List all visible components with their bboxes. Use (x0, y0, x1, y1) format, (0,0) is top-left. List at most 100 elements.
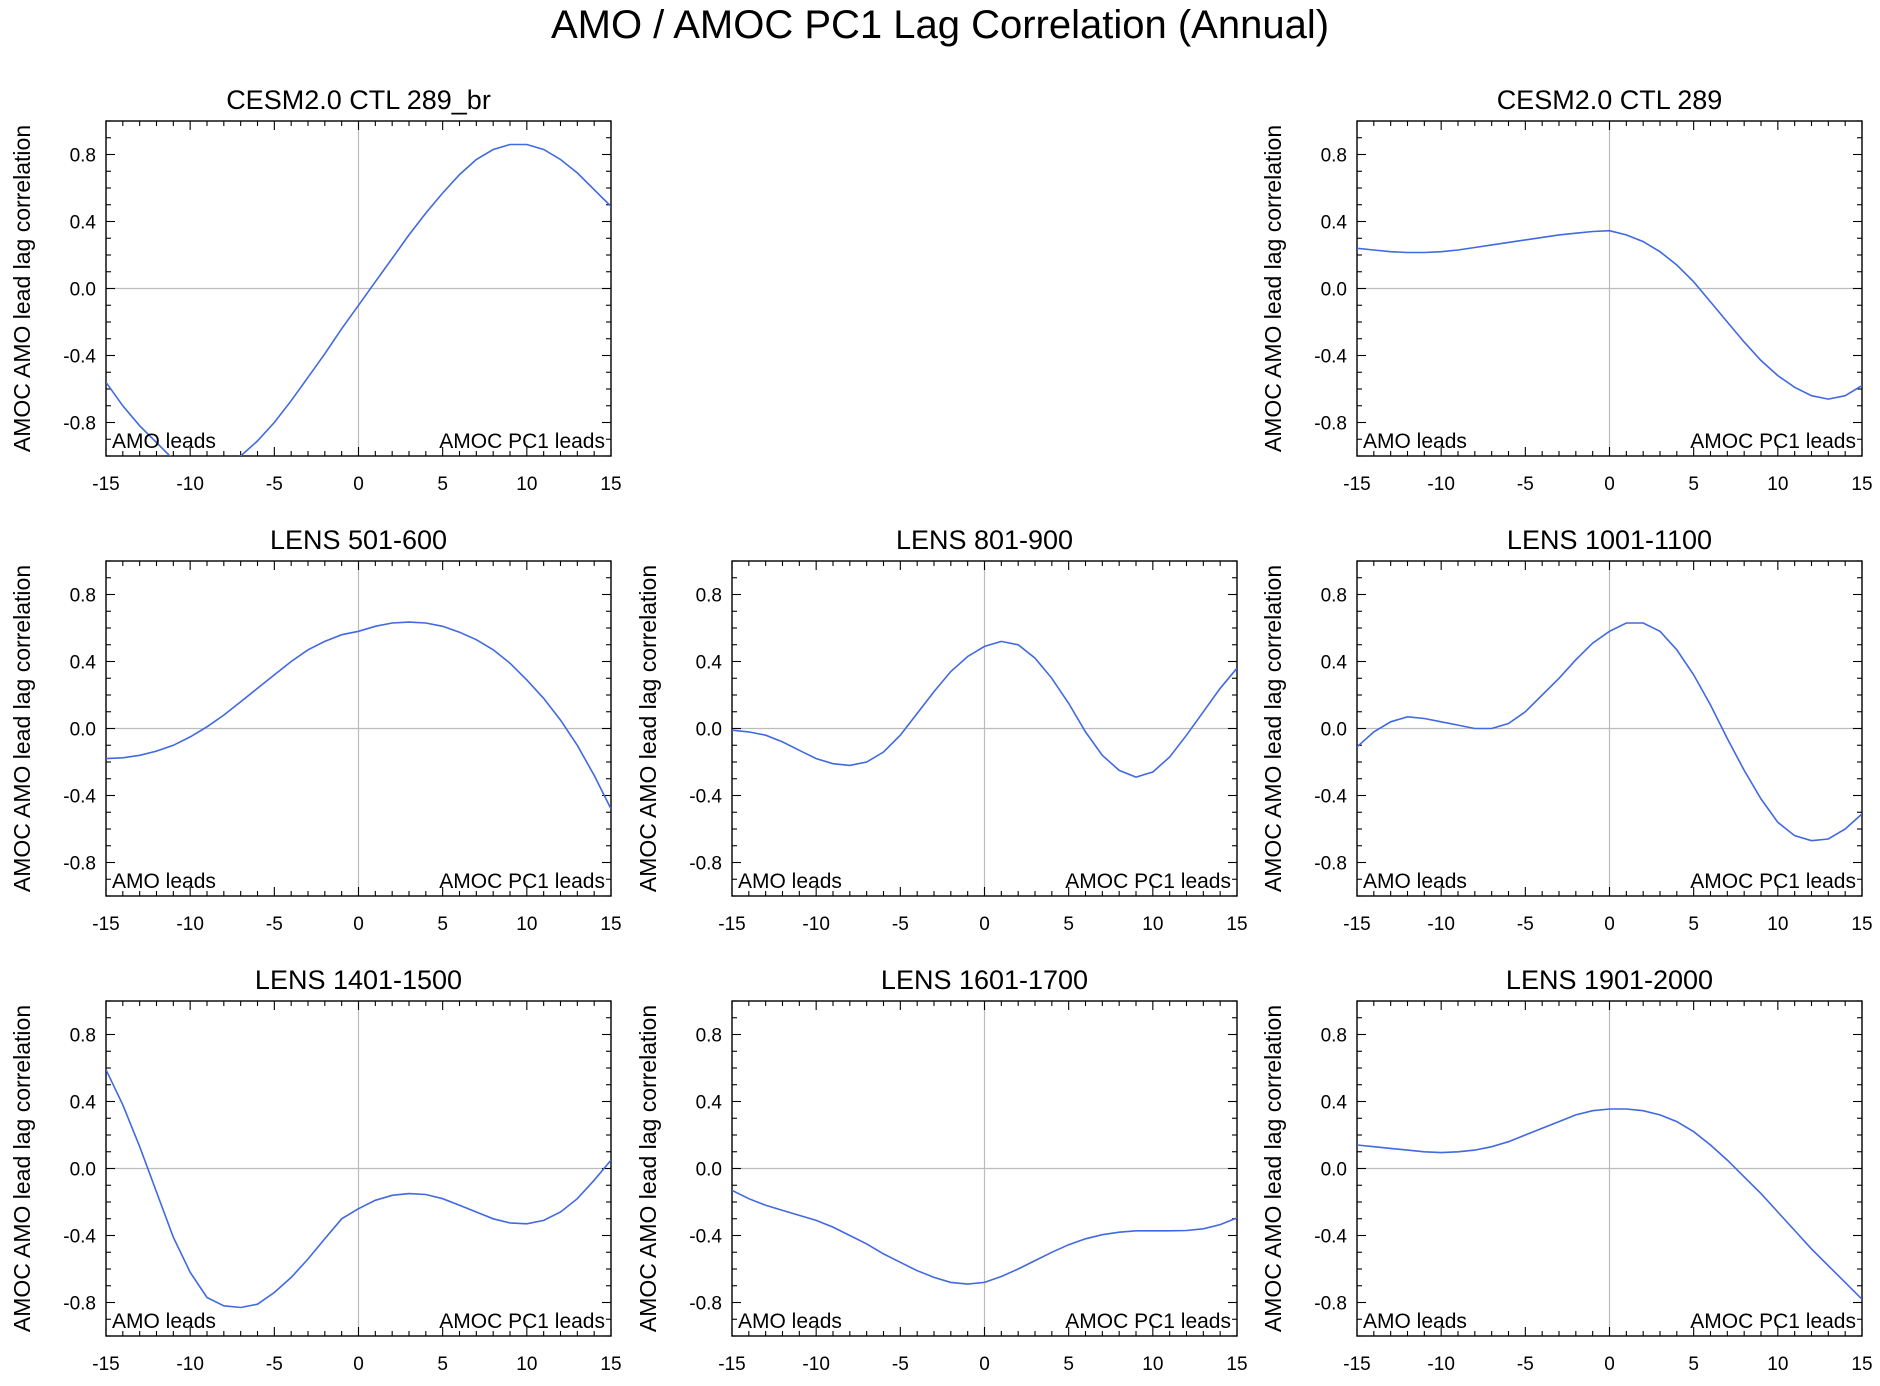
panel-6-ytick-label: 0.0 (70, 1160, 96, 1181)
panel-4-title: LENS 801-900 (896, 525, 1073, 555)
panel-8-xtick-label: -15 (1343, 1354, 1370, 1375)
panel-8-left-annotation: AMO leads (1363, 1310, 1467, 1333)
panel-4-ytick-label: 0.8 (696, 586, 722, 607)
panel-8-xtick-label: 0 (1604, 1354, 1615, 1375)
panel-6-xtick-label: 10 (516, 1354, 537, 1375)
panel-8: -15 -10 -5 0 5 10 15 -0.8 -0.4 0.0 0.4 0.8 AMOC AMO … (1260, 965, 1873, 1375)
panel-2-series-line (1357, 229, 1862, 400)
panel-2-ytick-label: 0.8 (1321, 146, 1347, 167)
panel-5-ytick-label: 0.4 (1321, 653, 1348, 674)
panel-6-ylabel: AMOC AMO lead lag correlation (9, 1005, 35, 1332)
panel-1-ytick-label: 0.8 (70, 146, 96, 167)
panel-6-xtick-label: 0 (353, 1354, 364, 1375)
panel-5-title: LENS 1001-1100 (1507, 525, 1712, 555)
panel-5-xtick-label: 10 (1767, 914, 1788, 935)
panel-3-xtick-label: -15 (92, 914, 119, 935)
panel-6-ytick-label: -0.4 (63, 1227, 96, 1248)
panel-1-title: CESM2.0 CTL 289_br (226, 85, 491, 115)
panel-4-ytick-label: 0.4 (696, 653, 723, 674)
panel-5-series-line (1357, 622, 1862, 842)
panel-5-xtick-label: 0 (1604, 914, 1615, 935)
panels-layer: -15 -10 -5 0 5 10 15 -0.8 -0.4 0.0 0.4 0.8 AMOC AMO … (9, 85, 1873, 1375)
panel-7-ytick-label: 0.0 (696, 1160, 722, 1181)
panel-6-ytick-label: 0.4 (70, 1093, 97, 1114)
panel-5-ytick-label: 0.0 (1321, 720, 1347, 741)
panel-2-ytick-label: -0.8 (1314, 414, 1347, 435)
panel-5-xtick-label: 15 (1851, 914, 1872, 935)
panel-2-left-annotation: AMO leads (1363, 430, 1467, 453)
panel-2-xtick-label: 0 (1604, 474, 1615, 495)
panel-6: -15 -10 -5 0 5 10 15 -0.8 -0.4 0.0 0.4 0.8 AMOC AMO … (9, 965, 622, 1375)
panel-1: -15 -10 -5 0 5 10 15 -0.8 -0.4 0.0 0.4 0.8 AMOC AMO … (9, 85, 622, 495)
panel-6-ytick-label: -0.8 (63, 1294, 96, 1315)
panel-5: -15 -10 -5 0 5 10 15 -0.8 -0.4 0.0 0.4 0.8 AMOC AMO … (1260, 525, 1873, 935)
panel-7-left-annotation: AMO leads (738, 1310, 842, 1333)
panel-5-xtick-label: -15 (1343, 914, 1370, 935)
panel-7-xtick-label: -5 (892, 1354, 909, 1375)
panel-4-left-annotation: AMO leads (738, 870, 842, 893)
panel-4-series-line (732, 640, 1237, 778)
panel-2-xtick-label: 10 (1767, 474, 1788, 495)
panel-1-xtick-label: -10 (176, 474, 203, 495)
panel-3-ytick-label: -0.4 (63, 787, 96, 808)
panel-8-ytick-label: -0.8 (1314, 1294, 1347, 1315)
panel-2-ytick-label: 0.0 (1321, 280, 1347, 301)
panel-7: -15 -10 -5 0 5 10 15 -0.8 -0.4 0.0 0.4 0.8 AMOC AMO … (635, 965, 1248, 1375)
panel-7-ytick-label: -0.4 (689, 1227, 722, 1248)
panel-8-xtick-label: -5 (1517, 1354, 1534, 1375)
panel-6-right-annotation: AMOC PC1 leads (439, 1310, 605, 1333)
panel-3-xtick-label: -10 (176, 914, 203, 935)
panel-6-series-line (106, 1069, 611, 1309)
panel-5-ytick-label: -0.4 (1314, 787, 1347, 808)
panel-2-ytick-label: -0.4 (1314, 347, 1347, 368)
panel-4-xtick-label: 15 (1226, 914, 1247, 935)
panel-6-xtick-label: -15 (92, 1354, 119, 1375)
panel-4-xtick-label: 0 (979, 914, 990, 935)
panel-3-xtick-label: 10 (516, 914, 537, 935)
panel-5-ytick-label: -0.8 (1314, 854, 1347, 875)
panel-2-right-annotation: AMOC PC1 leads (1690, 430, 1856, 453)
panel-1-left-annotation: AMO leads (112, 430, 216, 453)
panel-3-ytick-label: 0.8 (70, 586, 96, 607)
panel-3-left-annotation: AMO leads (112, 870, 216, 893)
panel-8-title: LENS 1901-2000 (1506, 965, 1713, 995)
panel-1-ytick-label: 0.0 (70, 280, 96, 301)
panel-4-ytick-label: -0.4 (689, 787, 722, 808)
panel-1-xtick-label: 10 (516, 474, 537, 495)
panel-1-ytick-label: 0.4 (70, 213, 97, 234)
panel-4-xtick-label: -10 (802, 914, 829, 935)
panel-2-xtick-label: -10 (1427, 474, 1454, 495)
panel-5-right-annotation: AMOC PC1 leads (1690, 870, 1856, 893)
panel-3-title: LENS 501-600 (270, 525, 447, 555)
panel-4-right-annotation: AMOC PC1 leads (1065, 870, 1231, 893)
panel-8-ytick-label: 0.8 (1321, 1026, 1347, 1047)
panel-4-xtick-label: -5 (892, 914, 909, 935)
panel-5-ytick-label: 0.8 (1321, 586, 1347, 607)
panel-4-xtick-label: 10 (1142, 914, 1163, 935)
panel-3-xtick-label: -5 (266, 914, 283, 935)
panel-7-xtick-label: 15 (1226, 1354, 1247, 1375)
panel-6-xtick-label: -5 (266, 1354, 283, 1375)
panel-5-xtick-label: 5 (1688, 914, 1699, 935)
panel-7-ytick-label: 0.4 (696, 1093, 723, 1114)
panel-8-xtick-label: 10 (1767, 1354, 1788, 1375)
panel-3-xtick-label: 15 (600, 914, 621, 935)
panel-4-ylabel: AMOC AMO lead lag correlation (635, 565, 661, 892)
panel-5-xtick-label: -10 (1427, 914, 1454, 935)
panel-1-xtick-label: 5 (437, 474, 448, 495)
panel-3-xtick-label: 5 (437, 914, 448, 935)
panel-7-ytick-label: -0.8 (689, 1294, 722, 1315)
panel-2-xtick-label: 15 (1851, 474, 1872, 495)
panel-7-xtick-label: -15 (718, 1354, 745, 1375)
panel-7-title: LENS 1601-1700 (881, 965, 1088, 995)
panel-3-ytick-label: -0.8 (63, 854, 96, 875)
panel-1-right-annotation: AMOC PC1 leads (439, 430, 605, 453)
panel-3-series-line (106, 621, 611, 810)
panel-3-ylabel: AMOC AMO lead lag correlation (9, 565, 35, 892)
panel-2: -15 -10 -5 0 5 10 15 -0.8 -0.4 0.0 0.4 0.8 AMOC AMO … (1260, 85, 1873, 495)
panel-7-xtick-label: 5 (1063, 1354, 1074, 1375)
panel-2-title: CESM2.0 CTL 289 (1497, 85, 1723, 115)
panel-7-ytick-label: 0.8 (696, 1026, 722, 1047)
panel-2-xtick-label: -5 (1517, 474, 1534, 495)
